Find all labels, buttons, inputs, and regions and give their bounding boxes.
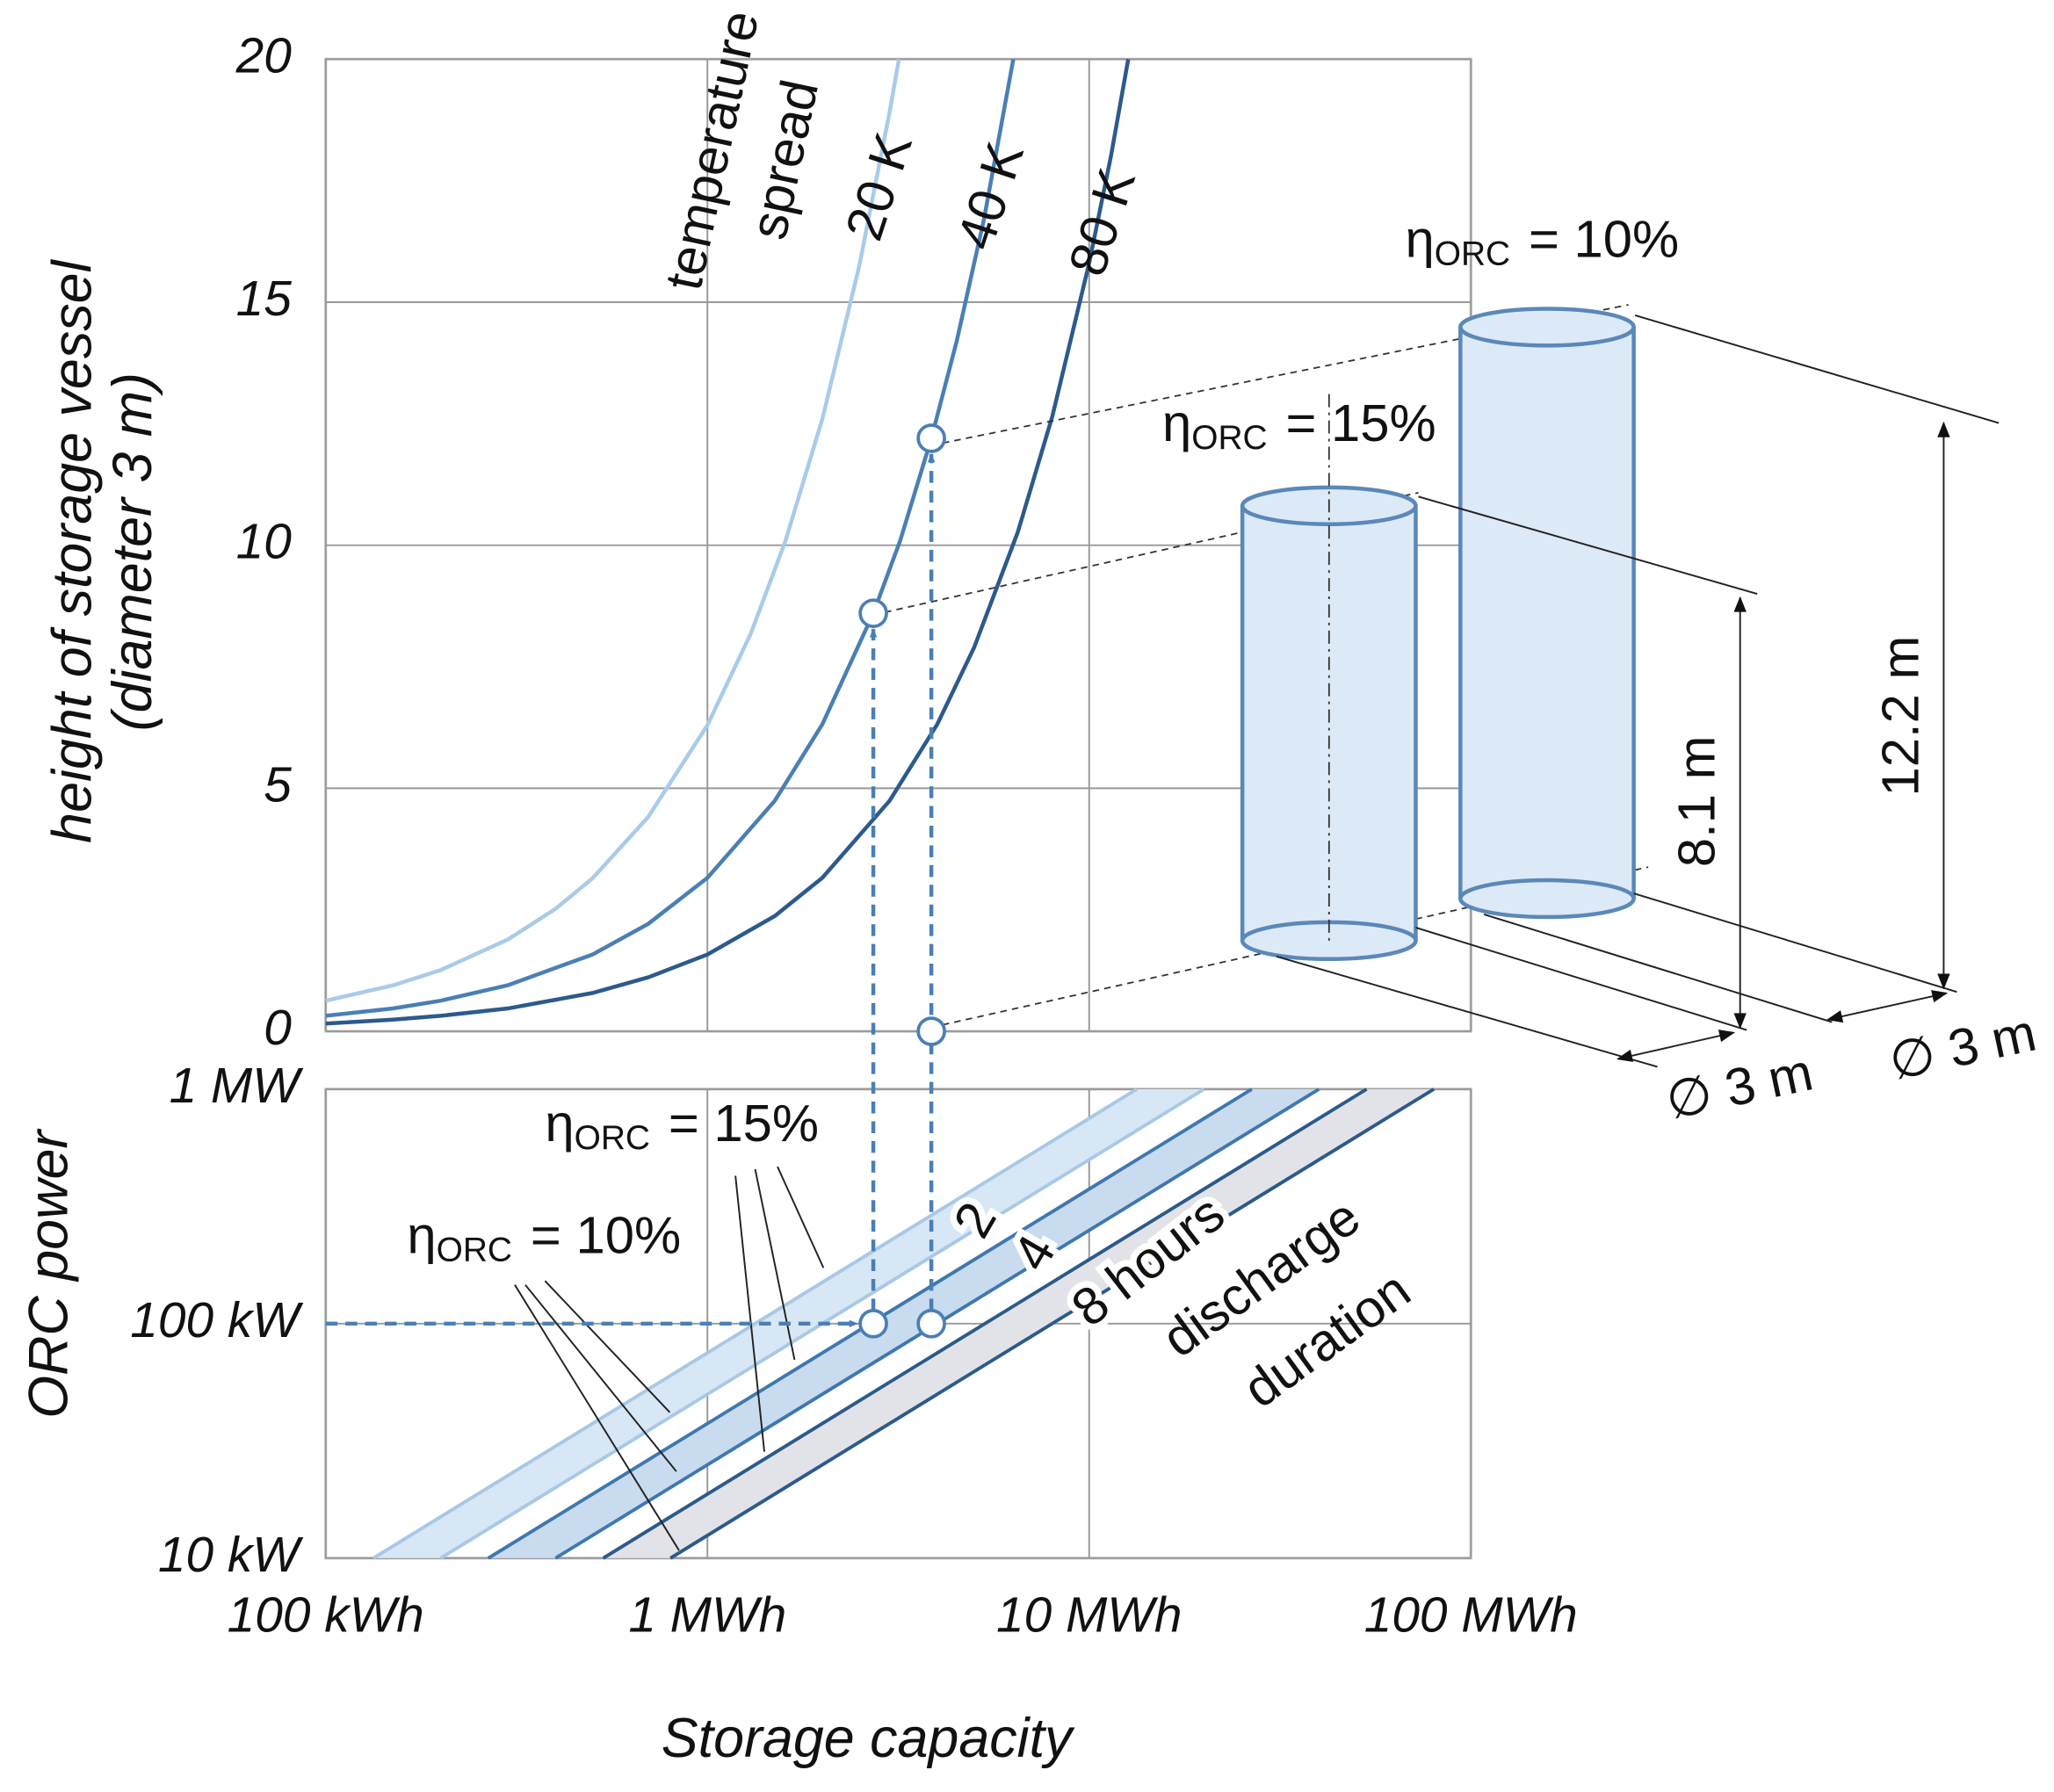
dimension-arrow — [1826, 990, 1949, 1023]
eta-label: ηORC = 15% — [545, 1094, 819, 1157]
y-tick-label: 1 MW — [170, 1059, 305, 1114]
marker — [858, 598, 888, 628]
height-label: 8.1 m — [1667, 736, 1726, 868]
dimension-line — [1634, 314, 2000, 424]
y-axis-label: ORC power — [18, 1128, 79, 1419]
diameter-label: ∅ 3 m — [1884, 1003, 2042, 1092]
curve-label: 80 K — [1057, 162, 1146, 283]
power-line — [669, 1087, 1436, 1560]
curve — [325, 58, 1131, 1026]
front-layer: height of storage vessel (diameter 3 m) … — [18, 5, 2041, 1768]
cylinder-base — [1458, 878, 1636, 900]
eta-label: ηORC = 10% — [407, 1205, 681, 1268]
y-tick-label: 10 — [236, 515, 293, 570]
eta-label: ηORC = 15% — [1162, 394, 1436, 457]
y-tick-label: 10 kW — [158, 1528, 304, 1583]
x-tick-label: 1 MWh — [628, 1588, 786, 1644]
dimension-line — [1415, 926, 1747, 1031]
dimension-line — [1483, 914, 1833, 1023]
eta-label: ηORC = 10% — [1406, 209, 1680, 272]
x-tick-label: 100 kWh — [228, 1588, 424, 1644]
dimension-line — [1418, 495, 1758, 595]
y-tick-label: 0 — [264, 1001, 292, 1056]
curve-label: 20 K — [834, 126, 923, 247]
dimension-line — [1276, 955, 1658, 1068]
marker — [916, 1016, 946, 1046]
decoration-layer — [872, 304, 2000, 1068]
dimension-line — [1633, 892, 1957, 994]
curve-title: temperature — [654, 5, 770, 294]
band — [488, 1088, 1320, 1558]
x-tick-label: 10 MWh — [996, 1588, 1182, 1644]
cylinder — [1240, 505, 1418, 962]
y-tick-label: 100 kW — [130, 1293, 304, 1348]
cylinder — [1458, 327, 1636, 920]
diameter-label: ∅ 3 m — [1660, 1042, 1818, 1131]
power-line — [602, 1087, 1368, 1560]
height-label: 12.2 m — [1870, 636, 1929, 797]
marker — [916, 423, 946, 453]
leader-lines — [514, 1166, 825, 1551]
power-line — [372, 1087, 1138, 1560]
y-tick-label: 15 — [236, 271, 293, 327]
marker — [858, 1308, 888, 1339]
cylinder-top — [1458, 307, 1636, 348]
x-axis-label: Storage capacity — [662, 1708, 1075, 1769]
y-axis-label: (diameter 3 m) — [102, 372, 163, 731]
curve — [325, 58, 901, 1003]
dimension-arrow — [1616, 1030, 1735, 1062]
curve-label: 40 K — [945, 135, 1035, 257]
curve — [325, 58, 1016, 1018]
marker — [916, 1308, 946, 1339]
y-tick-label: 20 — [235, 28, 293, 83]
y-axis-label: height of storage vessel — [41, 258, 103, 842]
x-tick-label: 100 MWh — [1364, 1588, 1578, 1644]
band — [603, 1088, 1435, 1558]
y-tick-label: 5 — [264, 757, 292, 813]
